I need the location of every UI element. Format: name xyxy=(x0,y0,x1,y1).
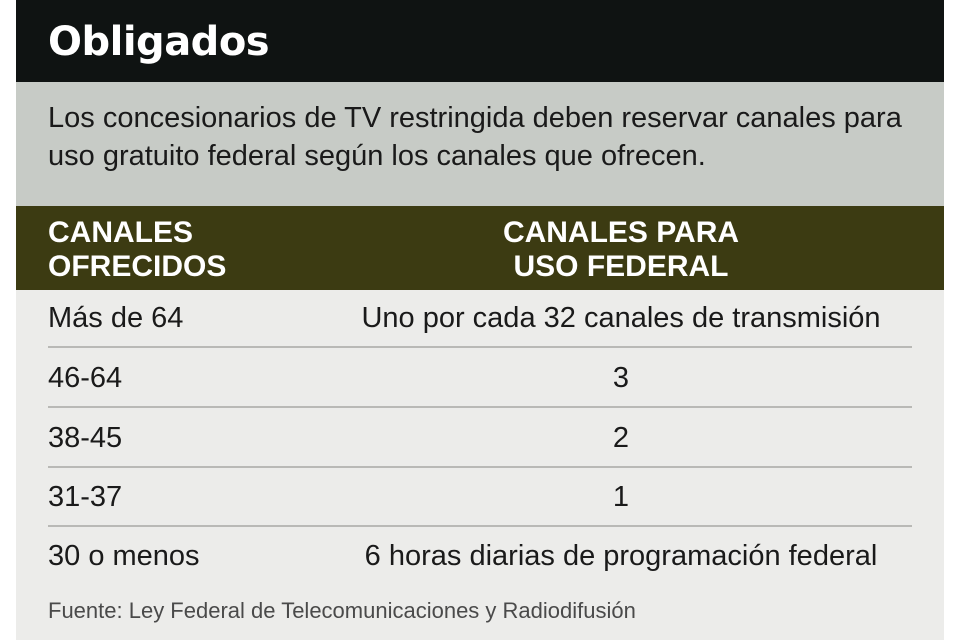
title-bar: Obligados xyxy=(16,0,944,82)
row-divider xyxy=(48,525,912,527)
cell-offered-channels: 38-45 xyxy=(48,422,123,454)
row-divider xyxy=(48,406,912,408)
cell-federal-channels: 1 xyxy=(612,481,630,513)
cell-offered-channels: 30 o menos xyxy=(48,540,200,572)
panel-title: Obligados xyxy=(48,19,270,65)
row-divider xyxy=(48,466,912,468)
cell-offered-channels: Más de 64 xyxy=(48,302,184,334)
table-row: 46-64 3 xyxy=(48,350,912,408)
table-row: 30 o menos 6 horas diarias de programaci… xyxy=(48,528,912,586)
source-note: Fuente: Ley Federal de Telecomunicacione… xyxy=(48,598,636,623)
table-row: Más de 64 Uno por cada 32 canales de tra… xyxy=(48,290,912,348)
infographic-panel: Obligados Los concesionarios de TV restr… xyxy=(16,0,944,640)
table-header: CANALES OFRECIDOS CANALES PARA USO FEDER… xyxy=(16,206,944,290)
intro-text: Los concesionarios de TV restringida deb… xyxy=(48,102,902,172)
cell-offered-channels: 46-64 xyxy=(48,362,123,394)
cell-offered-channels: 31-37 xyxy=(48,481,123,513)
cell-federal-channels: 6 horas diarias de programación federal xyxy=(364,540,878,572)
column-header-federal-channels: CANALES PARA USO FEDERAL xyxy=(502,216,740,283)
table-row: 38-45 2 xyxy=(48,410,912,468)
cell-federal-channels: 3 xyxy=(612,362,630,394)
cell-federal-channels: 2 xyxy=(612,422,630,454)
cell-federal-channels: Uno por cada 32 canales de transmisión xyxy=(361,302,881,334)
intro-box: Los concesionarios de TV restringida deb… xyxy=(16,82,944,206)
table-row: 31-37 1 xyxy=(48,469,912,527)
row-divider xyxy=(48,346,912,348)
column-header-offered-channels: CANALES OFRECIDOS xyxy=(48,216,227,283)
